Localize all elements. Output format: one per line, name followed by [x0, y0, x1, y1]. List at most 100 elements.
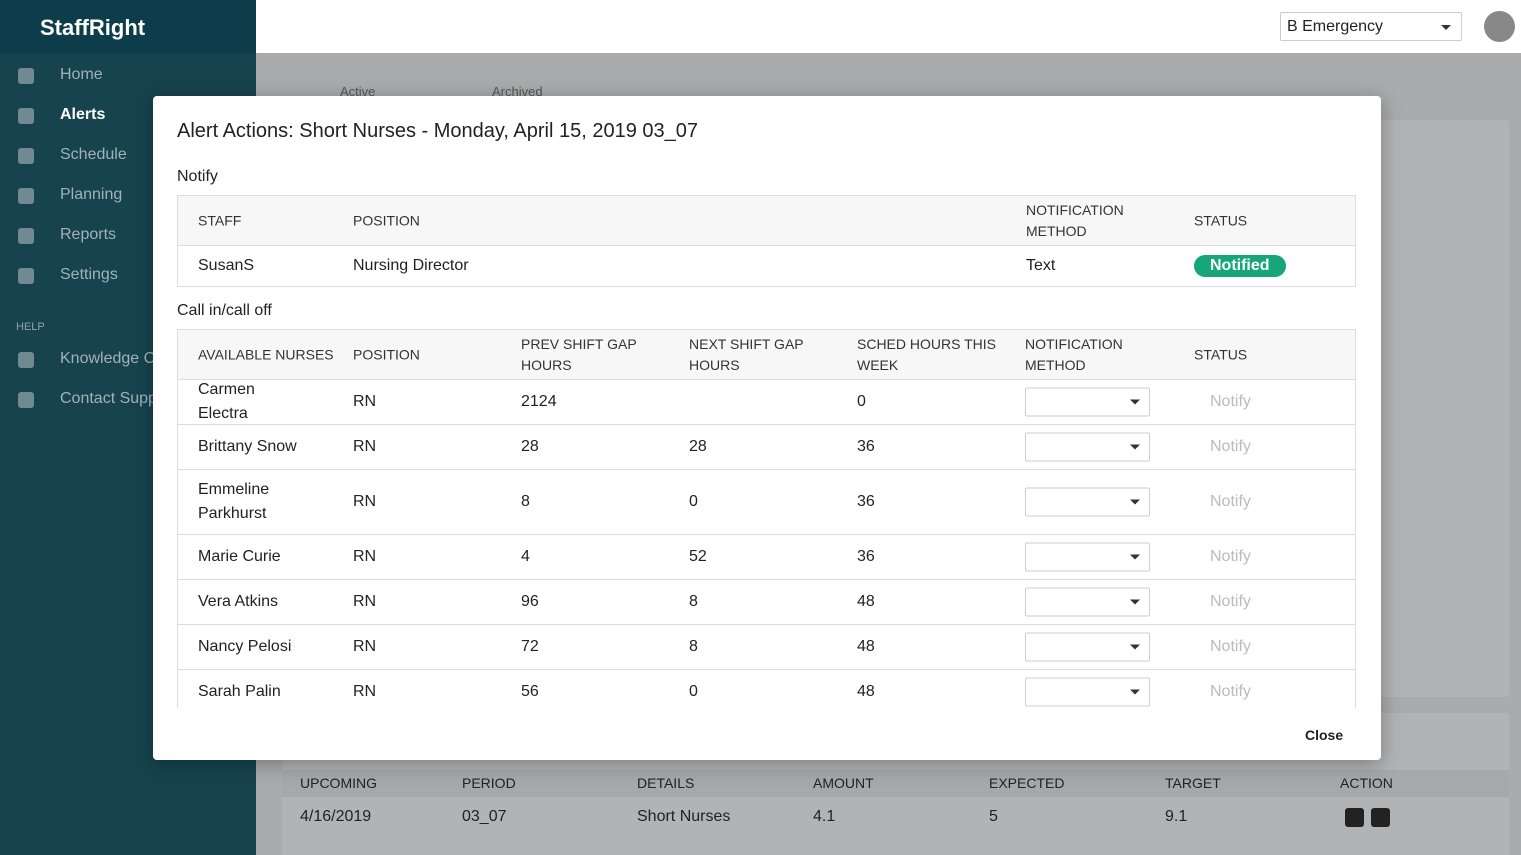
cell-text: 36	[857, 548, 875, 565]
bg-col: PERIOD	[462, 775, 516, 791]
bg-cell: 4/16/2019	[300, 808, 372, 825]
cell-text: 36	[857, 493, 875, 510]
cell-text: RN	[353, 393, 377, 410]
notify-button[interactable]: Notify	[1210, 683, 1251, 700]
notify-button[interactable]: Notify	[1210, 393, 1251, 410]
caret	[1130, 599, 1140, 605]
cell-text: RN	[353, 548, 377, 565]
column-header: NOTIFICATION METHOD	[1025, 335, 1123, 373]
nav-icon	[18, 148, 34, 164]
notify-button[interactable]: Notify	[1210, 593, 1251, 610]
cell-text: 0	[689, 493, 698, 510]
tab[interactable]: Archived	[492, 84, 543, 99]
nav-icon	[18, 68, 34, 84]
bg-col: UPCOMING	[300, 775, 377, 791]
cell-text: RN	[353, 683, 377, 700]
column-header: NEXT SHIFT GAP HOURS	[689, 335, 804, 373]
caret	[1130, 499, 1140, 505]
method-select[interactable]	[1025, 542, 1150, 572]
cell-text: Vera Atkins	[198, 593, 279, 610]
nav-icon	[18, 108, 34, 124]
notify-button[interactable]: Notify	[1210, 438, 1251, 455]
cell-text: 2124	[521, 393, 557, 410]
tab[interactable]: Active	[340, 84, 376, 99]
cell-text: SusanS	[198, 257, 255, 274]
location: B Emergency	[1287, 18, 1384, 35]
section-heading: Notify	[177, 168, 218, 185]
method-select[interactable]	[1025, 387, 1150, 417]
help-label: HELP	[16, 321, 45, 333]
cell-text: 4	[521, 548, 530, 565]
nav-icon	[18, 188, 34, 204]
cell-text: RN	[353, 638, 377, 655]
cell-text: Text	[1026, 257, 1056, 274]
notify-button[interactable]: Notify	[1210, 638, 1251, 655]
cell-text: Sarah Palin	[198, 683, 281, 700]
nav-item[interactable]: Contact Support	[60, 390, 176, 407]
column-header: STATUS	[1194, 212, 1248, 228]
bg-cell: 5	[989, 808, 998, 825]
column-header: POSITION	[353, 212, 420, 228]
method-select[interactable]	[1025, 632, 1150, 662]
header-row: AVAILABLE NURSES POSITION PREV SHIFT GAP H…	[178, 330, 1355, 379]
cell-text: 56	[521, 683, 539, 700]
bg-cell: 03_07	[462, 808, 507, 825]
action-icon[interactable]	[1345, 808, 1364, 827]
location-select[interactable]: B Emergency	[1280, 12, 1462, 41]
nav-item[interactable]: Reports	[60, 226, 117, 243]
nav-item[interactable]: Planning	[60, 186, 123, 203]
column-header: PREV SHIFT GAP HOURS	[521, 335, 637, 373]
caret	[1130, 444, 1140, 450]
method-select[interactable]	[1025, 677, 1150, 707]
bg-cell: Short Nurses	[637, 808, 731, 825]
column-header: AVAILABLE NURSES	[198, 346, 334, 362]
modal: Alert Actions: Short Nurses - Monday, Ap…	[153, 96, 1381, 760]
notify-button[interactable]: Notify	[1210, 548, 1251, 565]
column-header: NOTIFICATION METHOD	[1026, 201, 1124, 239]
cell-text: 72	[521, 638, 539, 655]
method-select[interactable]	[1025, 432, 1150, 462]
caret	[1130, 689, 1140, 695]
cell-text: 28	[521, 438, 539, 455]
cell-text: 36	[857, 438, 875, 455]
table-row: SusanS Nursing Director Text Notified	[178, 245, 1355, 286]
cell-text: 0	[857, 393, 866, 410]
nav-icon	[18, 268, 34, 284]
nav-item[interactable]: Schedule	[60, 146, 127, 163]
column-header: POSITION	[353, 346, 420, 362]
cell-text: RN	[353, 593, 377, 610]
method-select[interactable]	[1025, 587, 1150, 617]
table-row: Vera Atkins RN 96 8 48 Notify	[178, 579, 1355, 624]
bg-col: TARGET	[1165, 775, 1221, 791]
cell-text: 8	[689, 638, 698, 655]
header-row: STAFF POSITION NOTIFICATION METHOD STATUS	[178, 196, 1355, 245]
caret	[1130, 644, 1140, 650]
callin-table: AVAILABLE NURSES POSITION PREV SHIFT GAP H…	[177, 329, 1356, 708]
nav-item[interactable]: Alerts	[60, 106, 106, 123]
cell-text: Carmen Electra	[198, 381, 255, 422]
bg-header	[282, 770, 1509, 797]
nav-item[interactable]: Settings	[60, 266, 118, 283]
cell-text: Marie Curie	[198, 548, 281, 565]
notify-button[interactable]: Notify	[1210, 493, 1251, 510]
column-header: STATUS	[1194, 346, 1248, 362]
method-select[interactable]	[1025, 487, 1150, 517]
action-icon[interactable]	[1371, 808, 1390, 827]
table-row: Carmen Electra RN 2124 0 Notify	[178, 379, 1355, 424]
cell-text: 8	[521, 493, 530, 510]
bg-cell: 9.1	[1165, 808, 1188, 825]
brand[interactable]: StaffRight	[0, 0, 256, 53]
cell-text: 96	[521, 593, 539, 610]
avatar[interactable]	[1484, 11, 1515, 42]
cell-text: 48	[857, 683, 875, 700]
table-row: Emmeline Parkhurst RN 8 0 36 Notify	[178, 469, 1355, 534]
cell-text: 28	[689, 438, 707, 455]
cell-text: 48	[857, 593, 875, 610]
section-heading: Call in/call off	[177, 302, 272, 319]
nav-item[interactable]: Home	[60, 66, 103, 83]
caret	[1130, 554, 1140, 560]
close-button[interactable]: Close	[1305, 727, 1344, 743]
cell-text: Emmeline Parkhurst	[198, 481, 270, 522]
status-badge: Notified	[1194, 255, 1286, 277]
